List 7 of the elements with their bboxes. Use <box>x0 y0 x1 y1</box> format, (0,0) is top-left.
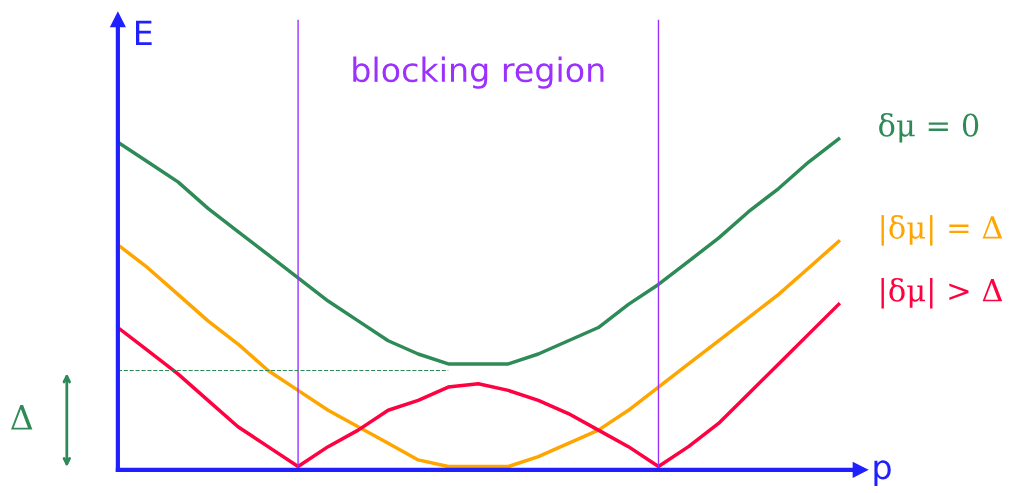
y-axis-title: E <box>136 20 152 46</box>
series-label: δμ = 0 <box>879 112 979 143</box>
text: blocking region <box>353 56 604 89</box>
ref-line-label: Δ <box>11 405 33 430</box>
x-axis-title: p <box>874 460 891 486</box>
series-label: |δμ| > Δ <box>881 277 1003 309</box>
series-label: |δμ| = Δ <box>881 215 1003 246</box>
